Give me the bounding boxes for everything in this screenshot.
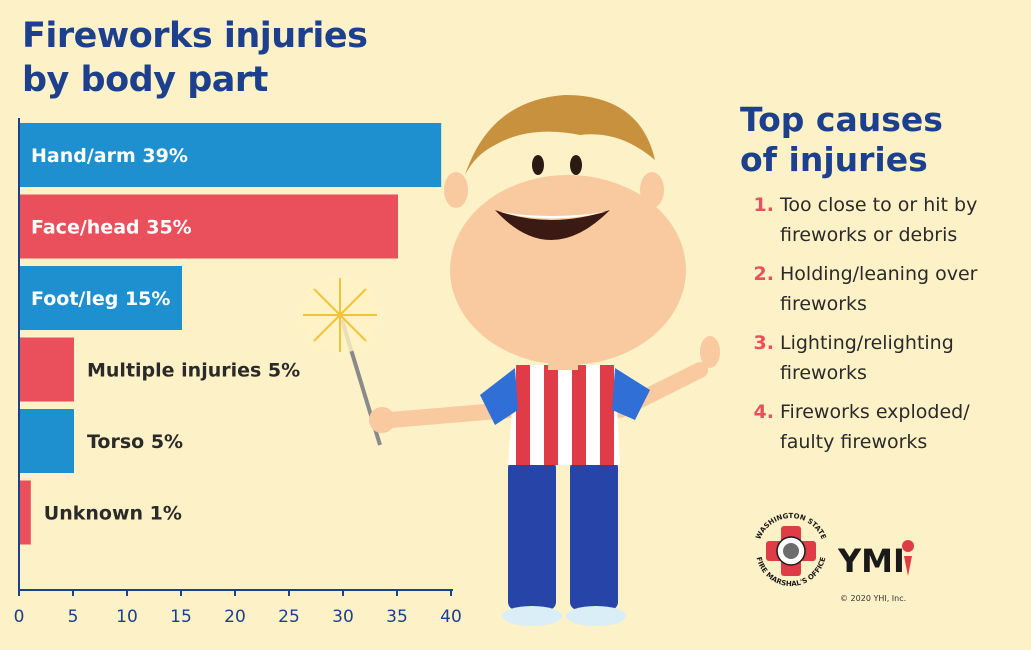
cause-number: 1. [753,194,774,216]
bar-unknown [20,480,31,545]
cause-text: Fireworks exploded/ faulty fireworks [780,401,970,453]
x-tick-label: 5 [68,607,79,627]
bar-foot-leg [20,266,182,330]
bar-label: Multiple injuries 5% [87,360,300,382]
causes-heading: Top causes of injuries [740,100,1025,180]
cause-text: Too close to or hit by fireworks or debr… [780,194,978,246]
ymi-logo-text: YMI [838,542,905,580]
causes-heading-line2: of injuries [740,140,928,179]
x-tick-label: 10 [116,607,138,627]
bar-chart: Hand/arm 39% Face/head 35% Foot/leg 15% Mul… [14,118,462,627]
bar-label: Unknown 1% [44,503,182,525]
bar-hand-arm [20,123,442,187]
bar-torso [20,409,74,473]
bar-label: Face/head 35% [31,217,192,239]
bar-multiple-injuries [20,337,74,402]
ymi-logo-graphic: YMI [837,540,914,580]
x-tick-label: 30 [332,607,354,627]
cause-text: Holding/leaning over fireworks [780,263,978,315]
bar-label: Torso 5% [87,431,183,453]
bar-face-head [20,194,398,259]
cause-number: 2. [753,263,774,285]
kid-with-sparkler-illustration [302,95,720,626]
sparkler-icon [302,277,382,446]
x-tick-label: 40 [440,607,462,627]
cause-number: 3. [753,332,774,354]
copyright-text: © 2020 YHI, Inc. [840,594,907,603]
x-tick-label: 20 [224,607,246,627]
chart-title-line2: by body part [22,60,268,100]
x-tick-label: 25 [278,607,300,627]
x-tick-label: 35 [386,607,408,627]
bar-label: Hand/arm 39% [31,145,188,167]
cause-text: Lighting/relighting fireworks [780,332,954,384]
chart-title-line1: Fireworks injuries [22,16,368,56]
bar-label: Foot/leg 15% [31,288,170,310]
cause-item: 3. Lighting/relighting fireworks [740,328,1025,388]
top-causes-panel: Top causes of injuries 1. Too close to or … [740,100,1025,466]
causes-heading-line1: Top causes [740,100,943,139]
ymi-logo: YMI [837,536,918,590]
chart-title: Fireworks injuries by body part [22,14,368,102]
causes-list: 1. Too close to or hit by fireworks or de… [740,190,1025,457]
cause-item: 1. Too close to or hit by fireworks or de… [740,190,1025,250]
x-tick-label: 0 [14,607,25,627]
cause-item: 2. Holding/leaning over fireworks [740,259,1025,319]
cause-number: 4. [753,401,774,423]
x-tick-label: 15 [170,607,192,627]
fire-marshal-logo: WASHINGTON STATE FIRE MARSHAL'S OFFICE [754,512,827,588]
cause-item: 4. Fireworks exploded/ faulty fireworks [740,397,1025,457]
